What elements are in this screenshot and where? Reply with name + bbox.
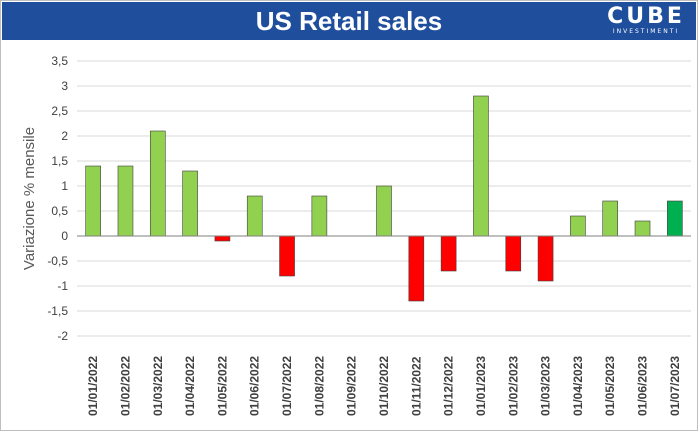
- x-tick-label: 01/03/2022: [151, 356, 165, 416]
- bar: [408, 235, 425, 302]
- x-tick-label: 01/07/2023: [668, 356, 682, 416]
- cube-logo: CUBE INVESTIMENTI: [606, 6, 686, 36]
- y-tick-label: 0,5: [51, 204, 68, 218]
- bar: [246, 195, 263, 237]
- y-tick-label: 1: [61, 179, 68, 193]
- bar: [570, 215, 586, 237]
- bar-chart: -2 -1,5 -1 -0,5 0 0,5 1 1,5 2 2,5 3 3,5 Variazione %…: [21, 54, 691, 416]
- y-tick-label: -0,5: [47, 254, 68, 268]
- x-tick-label: 01/04/2022: [183, 356, 197, 416]
- x-tick-label: 01/01/2023: [474, 356, 488, 416]
- y-axis-label: Variazione % mensile: [21, 127, 38, 270]
- x-tick-label: 01/07/2022: [280, 356, 294, 416]
- bar: [214, 235, 231, 242]
- bar: [182, 170, 198, 237]
- y-tick-label: 3,5: [51, 54, 68, 68]
- y-tick-label: -1: [57, 279, 68, 293]
- bar: [667, 200, 683, 237]
- bar: [440, 235, 457, 272]
- bar: [149, 130, 166, 237]
- y-tick-label: -2: [57, 329, 68, 343]
- bar: [279, 235, 295, 277]
- x-tick-label: 01/11/2022: [409, 356, 423, 416]
- logo-text: CUBE: [607, 4, 685, 29]
- x-tick-label: 01/09/2022: [345, 356, 359, 416]
- y-tick-label: 2: [61, 129, 68, 143]
- x-tick-label: 01/06/2022: [248, 356, 262, 416]
- bar: [311, 195, 328, 237]
- x-tick-label: 01/10/2022: [377, 356, 391, 416]
- bar: [634, 220, 651, 237]
- x-tick-label: 01/01/2022: [86, 356, 100, 416]
- y-tick-label: 2,5: [51, 104, 68, 118]
- bar: [85, 165, 101, 237]
- bar: [602, 200, 619, 237]
- x-tick-label: 01/06/2023: [636, 356, 650, 416]
- x-tick-label: 01/05/2022: [215, 356, 229, 416]
- bar: [117, 165, 134, 237]
- logo-subtext: INVESTIMENTI: [612, 28, 680, 35]
- chart-title: US Retail sales: [255, 6, 443, 36]
- y-tick-label: 1,5: [51, 154, 68, 168]
- header-bar: US Retail sales CUBE INVESTIMENTI: [2, 2, 696, 40]
- x-tick-label: 01/02/2023: [506, 356, 520, 416]
- bar: [473, 95, 489, 237]
- x-tick-label: 01/03/2023: [539, 356, 553, 416]
- y-tick-label: -1,5: [47, 304, 68, 318]
- y-tick-label: 0: [61, 229, 68, 243]
- x-tick-label: 01/04/2023: [571, 356, 585, 416]
- y-tick-label: 3: [61, 79, 68, 93]
- x-tick-label: 01/08/2022: [312, 356, 326, 416]
- bar: [376, 185, 392, 237]
- x-tick-label: 01/05/2023: [603, 356, 617, 416]
- x-tick-label: 01/12/2022: [442, 356, 456, 416]
- bar: [505, 235, 522, 272]
- bar: [537, 235, 554, 282]
- x-tick-label: 01/02/2022: [118, 356, 132, 416]
